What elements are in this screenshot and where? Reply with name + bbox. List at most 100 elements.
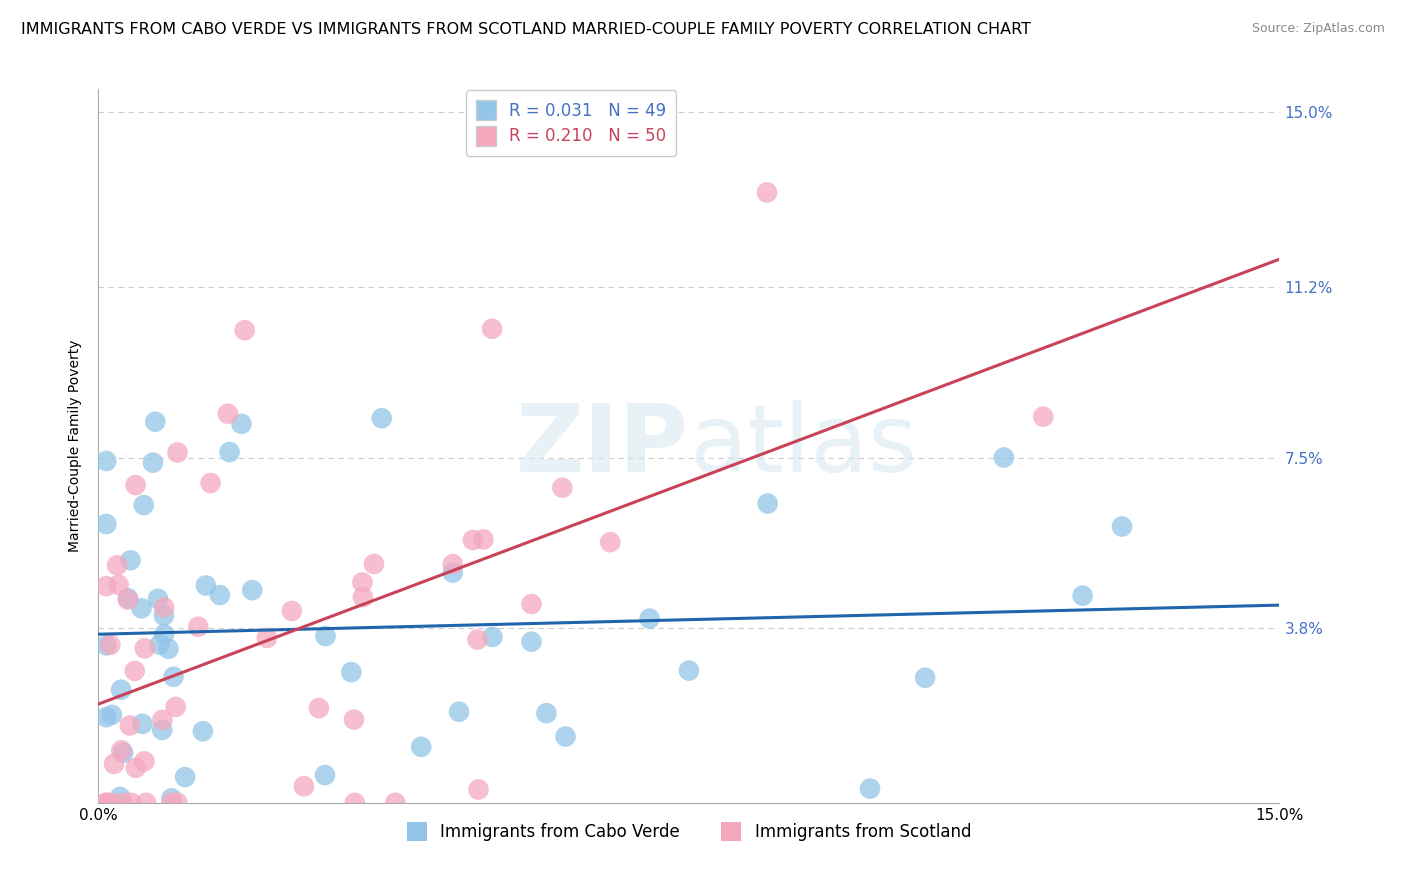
Point (174, 770, 197, 784)
Point (160, 791, 183, 805)
Point (153, 608, 176, 623)
Point (146, 591, 169, 606)
Point (96, 796, 118, 810)
Point (125, 761, 148, 775)
Point (859, 781, 882, 796)
Legend: Immigrants from Cabo Verde, Immigrants from Scotland: Immigrants from Cabo Verde, Immigrants f… (399, 815, 979, 848)
Point (314, 768, 336, 782)
Point (315, 629, 337, 643)
Point (467, 632, 489, 647)
Point (1071, 589, 1094, 603)
Text: ZIP: ZIP (516, 400, 689, 492)
Point (520, 634, 543, 648)
Point (135, 796, 157, 810)
Point (100, 796, 122, 810)
Point (441, 566, 464, 580)
Point (103, 756, 125, 771)
Point (481, 630, 503, 644)
Point (352, 590, 374, 604)
Point (441, 557, 464, 571)
Point (117, 592, 139, 607)
Point (112, 746, 135, 760)
Point (131, 717, 153, 731)
Point (384, 796, 406, 810)
Point (340, 665, 363, 680)
Point (308, 701, 330, 715)
Point (166, 445, 188, 459)
Point (134, 754, 156, 768)
Point (240, 583, 263, 598)
Point (165, 700, 187, 714)
Point (96, 796, 118, 810)
Point (218, 445, 240, 459)
Point (914, 671, 936, 685)
Text: IMMIGRANTS FROM CABO VERDE VS IMMIGRANTS FROM SCOTLAND MARRIED-COUPLE FAMILY POV: IMMIGRANTS FROM CABO VERDE VS IMMIGRANTS… (21, 22, 1031, 37)
Point (993, 450, 1015, 465)
Point (98, 638, 121, 652)
Point (96, 454, 118, 468)
Point (756, 186, 779, 200)
Point (678, 664, 700, 678)
Point (343, 713, 366, 727)
Point (143, 415, 166, 429)
Point (231, 417, 253, 431)
Point (134, 641, 156, 656)
Point (124, 664, 146, 678)
Point (467, 782, 489, 797)
Point (461, 533, 484, 547)
Point (110, 743, 132, 757)
Point (105, 558, 128, 573)
Point (107, 578, 129, 592)
Point (153, 627, 176, 641)
Point (153, 600, 176, 615)
Point (149, 638, 172, 652)
Point (472, 533, 495, 547)
Point (120, 796, 142, 810)
Point (162, 670, 184, 684)
Y-axis label: Married-Couple Family Poverty: Married-Couple Family Poverty (69, 340, 83, 552)
Point (208, 588, 231, 602)
Point (1032, 409, 1054, 424)
Text: atlas: atlas (689, 400, 917, 492)
Point (281, 604, 304, 618)
Point (96, 638, 118, 652)
Point (131, 601, 153, 615)
Point (1111, 519, 1133, 533)
Point (96, 710, 118, 724)
Point (108, 789, 131, 804)
Point (96, 516, 118, 531)
Point (96, 579, 118, 593)
Point (256, 631, 278, 645)
Point (152, 713, 174, 727)
Point (157, 641, 180, 656)
Point (101, 707, 124, 722)
Point (120, 553, 142, 567)
Point (166, 796, 188, 810)
Point (124, 478, 146, 492)
Point (363, 557, 385, 571)
Point (551, 481, 574, 495)
Point (117, 591, 139, 606)
Point (110, 682, 132, 697)
Point (160, 796, 183, 810)
Point (111, 796, 134, 810)
Point (411, 739, 433, 754)
Point (343, 796, 366, 810)
Point (599, 535, 621, 549)
Point (536, 706, 558, 721)
Point (150, 723, 173, 737)
Point (554, 730, 576, 744)
Point (142, 456, 165, 470)
Point (233, 323, 256, 337)
Point (194, 578, 217, 592)
Point (370, 411, 392, 425)
Point (200, 476, 222, 491)
Point (217, 407, 239, 421)
Point (638, 612, 661, 626)
Point (292, 779, 315, 793)
Point (187, 620, 209, 634)
Point (481, 322, 503, 336)
Point (520, 597, 543, 611)
Point (352, 575, 374, 590)
Point (132, 498, 155, 512)
